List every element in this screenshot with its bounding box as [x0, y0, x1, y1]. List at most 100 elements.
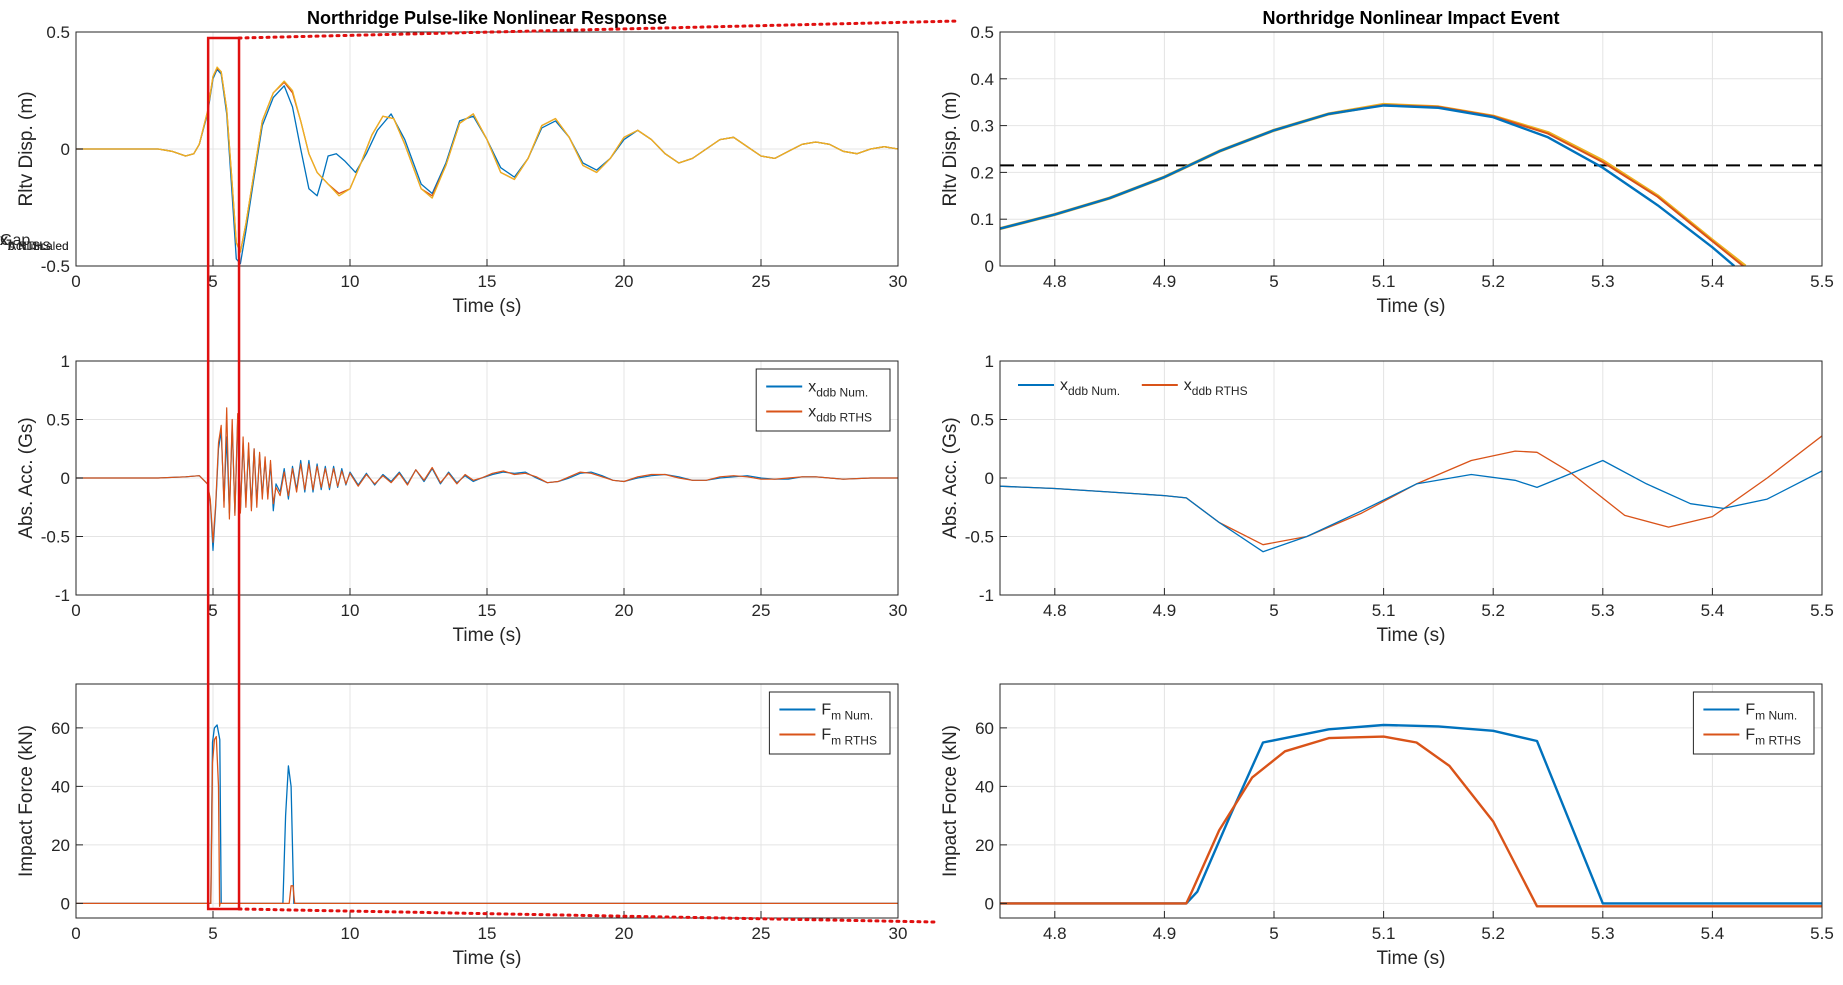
axes-box — [999, 31, 1823, 267]
x-axis-label: Time (s) — [1377, 948, 1446, 969]
legend-label: xAct. Scaled — [0, 232, 69, 253]
y-tick-label: -0.5 — [41, 528, 70, 547]
x-tick-label: 5.4 — [1701, 272, 1725, 291]
y-tick-label: -0.5 — [41, 257, 70, 276]
x-tick-label: 5.1 — [1372, 924, 1396, 943]
y-tick-label: 60 — [51, 719, 70, 738]
legend-label: Fm Num. — [1745, 702, 1797, 723]
x-tick-label: 10 — [341, 924, 360, 943]
y-tick-label: 0.5 — [970, 23, 994, 42]
legend-label: xb RTHS — [0, 232, 50, 253]
x-tick-label: 5.3 — [1591, 272, 1615, 291]
x-tick-label: 25 — [752, 272, 771, 291]
legend-box — [755, 368, 891, 432]
axes-box — [999, 683, 1823, 919]
series-line-2 — [76, 66, 898, 253]
x-tick-label: 5 — [208, 924, 217, 943]
x-tick-label: 5.3 — [1591, 601, 1615, 620]
x-tick-label: 5 — [1269, 272, 1278, 291]
x-tick-label: 20 — [615, 924, 634, 943]
legend-label: Gap — [0, 232, 30, 249]
x-tick-label: 10 — [341, 272, 360, 291]
series-line-1 — [1000, 459, 1822, 553]
legend-label: xddb RTHS — [808, 404, 872, 425]
y-tick-label: -1 — [55, 586, 70, 605]
x-tick-label: 20 — [615, 272, 634, 291]
y-tick-label: 40 — [975, 777, 994, 796]
y-tick-label: 0.5 — [46, 411, 70, 430]
legend-label: xddb Num. — [808, 379, 868, 400]
x-tick-label: 25 — [752, 601, 771, 620]
x-tick-label: 5.4 — [1701, 601, 1725, 620]
series-group — [76, 724, 898, 907]
legend-label: Fm RTHS — [821, 727, 877, 748]
legend-label: xb Num. — [0, 232, 47, 253]
x-tick-label: 30 — [889, 924, 908, 943]
x-axis-label: Time (s) — [1377, 296, 1446, 317]
legend-label: xddb RTHS — [1184, 377, 1248, 398]
zoom-leader-top — [237, 19, 960, 40]
x-tick-label: 0 — [71, 272, 80, 291]
zoom-leader-bottom — [237, 907, 937, 924]
x-tick-label: 5.2 — [1481, 601, 1505, 620]
series-group — [76, 66, 898, 265]
y-tick-label: 20 — [51, 836, 70, 855]
x-tick-label: 5.1 — [1372, 272, 1396, 291]
x-tick-label: 4.8 — [1043, 272, 1067, 291]
y-tick-label: 0 — [985, 469, 994, 488]
legend-box — [1692, 691, 1815, 755]
chart-panel-right-bottom: 4.8 4.9 5 5.1 5.2 5.3 5.4 5.5 0 20 40 60 Time (s) Imp… — [940, 683, 1834, 969]
x-tick-label: 15 — [478, 272, 497, 291]
y-tick-label: 0.3 — [970, 117, 994, 136]
y-tick-label: -1 — [979, 586, 994, 605]
legend-label: Fm RTHS — [1745, 727, 1801, 748]
legend: xddb Num. xddb RTHS — [755, 368, 891, 432]
x-tick-label: 30 — [889, 272, 908, 291]
series-group — [1000, 435, 1822, 553]
x-tick-label: 5.2 — [1481, 924, 1505, 943]
legend-label: xb RTHS — [0, 232, 50, 253]
chart-panel-right-mid: 4.8 4.9 5 5.1 5.2 5.3 5.4 5.5 -1 -0.5 0 0.5 1 Time (s… — [940, 352, 1834, 646]
legend-label: Fm Num. — [821, 702, 873, 723]
x-tick-label: 0 — [71, 924, 80, 943]
x-tick-label: 5 — [208, 272, 217, 291]
x-tick-label: 5 — [208, 601, 217, 620]
x-tick-label: 25 — [752, 924, 771, 943]
series-group — [1000, 102, 1822, 266]
y-tick-label: 0.5 — [970, 411, 994, 430]
series-line-0 — [1000, 723, 1822, 905]
x-tick-label: 5.5 — [1810, 924, 1834, 943]
legend: Fm Num. Fm RTHS — [1692, 691, 1815, 755]
x-tick-label: 4.9 — [1153, 924, 1177, 943]
chart-panel-right-top: 4.8 4.9 5 5.1 5.2 5.3 5.4 5.5 0 0.1 0.2 0.3 0.4 0.5 Ti… — [0, 8, 1834, 317]
y-tick-label: 1 — [985, 352, 994, 371]
chart-title: Northridge Nonlinear Impact Event — [1262, 8, 1559, 28]
y-tick-label: 0 — [61, 894, 70, 913]
legend: xddb Num. xddb RTHS — [1018, 377, 1248, 398]
y-tick-label: 0.2 — [970, 163, 994, 182]
x-tick-label: 4.8 — [1043, 601, 1067, 620]
chart-title: Northridge Pulse-like Nonlinear Response — [307, 8, 667, 28]
y-tick-label: 1 — [61, 352, 70, 371]
y-tick-label: -0.5 — [965, 528, 994, 547]
y-tick-label: 60 — [975, 719, 994, 738]
x-tick-label: 5.5 — [1810, 601, 1834, 620]
y-tick-label: 40 — [51, 777, 70, 796]
series-line-1 — [76, 735, 898, 907]
y-axis-label: Impact Force (kN) — [940, 725, 961, 877]
series-group — [1000, 723, 1822, 908]
legend-label: xddb Num. — [1060, 377, 1120, 398]
x-tick-label: 10 — [341, 601, 360, 620]
legend-label: xb Num. — [0, 232, 47, 253]
y-tick-label: 0 — [61, 469, 70, 488]
x-axis-label: Time (s) — [453, 296, 522, 317]
x-tick-label: 4.9 — [1153, 601, 1177, 620]
x-tick-label: 4.9 — [1153, 272, 1177, 291]
x-tick-label: 30 — [889, 601, 908, 620]
x-tick-label: 20 — [615, 601, 634, 620]
legend: Fm Num. Fm RTHS — [768, 691, 891, 755]
y-tick-label: 0 — [985, 257, 994, 276]
